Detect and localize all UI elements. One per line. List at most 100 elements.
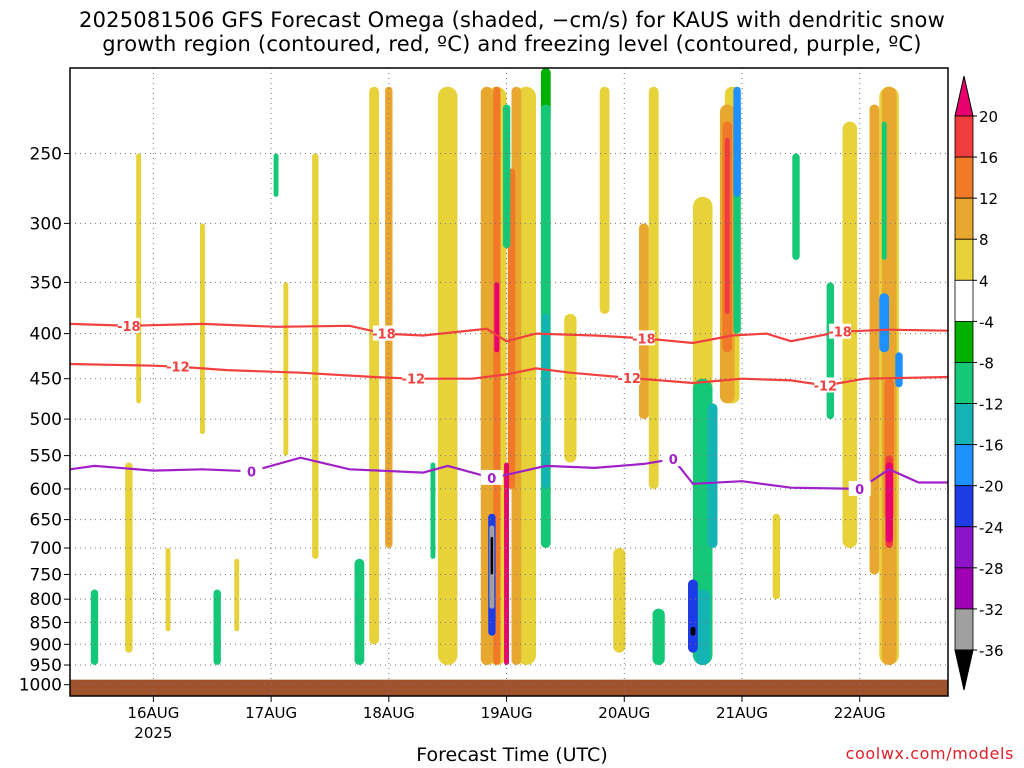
omega-shade--8-11 bbox=[826, 282, 834, 420]
colorbar-seg-6 bbox=[954, 362, 974, 404]
colorbar-label-5: -4 bbox=[979, 313, 994, 331]
omega-shade-16-0 bbox=[724, 137, 730, 314]
y-tick-label-850: 850 bbox=[30, 613, 62, 633]
chart-title-line2: growth region (contoured, red, ºC) and f… bbox=[102, 32, 922, 56]
omega-shade-4-12 bbox=[599, 86, 610, 314]
omega-shade-4-10 bbox=[516, 86, 536, 665]
contour-line--12 bbox=[70, 362, 948, 387]
omega-shade-4-3 bbox=[200, 223, 205, 435]
colorbar-seg-4 bbox=[954, 279, 974, 322]
omega-shade-4-14 bbox=[648, 86, 659, 489]
x-tick-label-22AUG: 22AUG bbox=[834, 704, 886, 722]
colorbar-label-12: -32 bbox=[979, 601, 1004, 619]
omega-shade--8-12 bbox=[881, 121, 887, 260]
omega-shade--8-1 bbox=[213, 589, 221, 665]
y-tick-label-600: 600 bbox=[30, 480, 62, 500]
omega-shade--16-2 bbox=[895, 352, 903, 388]
x-tick-label-18AUG: 18AUG bbox=[363, 704, 415, 722]
x-axis-label: Forecast Time (UTC) bbox=[416, 744, 608, 766]
omega-shade--8-10 bbox=[792, 153, 800, 260]
omega-shade-4-15 bbox=[692, 196, 713, 420]
x-tick-label-19AUG: 19AUG bbox=[481, 704, 533, 722]
contour-label--18-3: -18 bbox=[828, 326, 852, 341]
omega-shade-8-0 bbox=[385, 86, 393, 548]
omega-shade--8-2 bbox=[273, 153, 279, 197]
colorbar-seg-3 bbox=[954, 238, 974, 281]
plot-frame bbox=[69, 67, 949, 697]
omega-shade-12-1 bbox=[507, 168, 516, 489]
x-year-label: 2025 bbox=[134, 724, 172, 742]
contour-label--12-1: -12 bbox=[402, 373, 426, 388]
omega-shade--12-1 bbox=[695, 589, 711, 665]
omega-shade-20-3 bbox=[885, 462, 893, 543]
omega-shade--8-7 bbox=[652, 608, 665, 665]
y-tick-label-400: 400 bbox=[30, 325, 62, 345]
contour-label-0-1: 0 bbox=[487, 472, 496, 487]
omega-shade--8-4 bbox=[430, 462, 436, 559]
contour-line-0 bbox=[70, 456, 948, 491]
colorbar-bottom-cap bbox=[954, 649, 974, 691]
contour-label-0-2: 0 bbox=[669, 453, 678, 468]
colorbar-seg-11 bbox=[954, 567, 974, 610]
colorbar-seg-9 bbox=[954, 485, 974, 528]
omega-shade--36-0 bbox=[490, 536, 494, 575]
y-tick-label-650: 650 bbox=[30, 511, 62, 531]
y-tick-label-450: 450 bbox=[30, 370, 62, 390]
omega-shade-8-5 bbox=[869, 104, 880, 575]
omega-shade-8-3 bbox=[639, 223, 649, 420]
y-tick-label-250: 250 bbox=[30, 144, 62, 164]
colorbar-seg-8 bbox=[954, 444, 974, 487]
colorbar-label-11: -28 bbox=[979, 560, 1004, 578]
y-tick-label-750: 750 bbox=[30, 565, 62, 585]
omega-shade-4-2 bbox=[165, 548, 171, 632]
omega-shade--8-5 bbox=[502, 104, 511, 249]
colorbar-top-cap bbox=[954, 75, 974, 117]
colorbar-label-1: 16 bbox=[979, 149, 998, 167]
colorbar-label-7: -12 bbox=[979, 396, 1004, 414]
colorbar-label-0: 20 bbox=[979, 108, 998, 126]
omega-shade--8-3 bbox=[354, 558, 365, 665]
colorbar-label-4: 4 bbox=[979, 272, 989, 290]
colorbar-seg-10 bbox=[954, 526, 974, 569]
colorbar-label-10: -24 bbox=[979, 519, 1004, 537]
omega-shade-20-0 bbox=[494, 282, 500, 353]
x-tick-label-20AUG: 20AUG bbox=[598, 704, 650, 722]
omega-shade-4-13 bbox=[613, 548, 626, 653]
y-tick-label-1000: 1000 bbox=[19, 676, 62, 696]
colorbar-seg-0 bbox=[954, 115, 974, 158]
contour-label--12-0: -12 bbox=[166, 361, 190, 376]
x-tick-label-17AUG: 17AUG bbox=[245, 704, 297, 722]
contour-label--18-0: -18 bbox=[117, 320, 141, 335]
colorbar-label-13: -36 bbox=[979, 642, 1004, 660]
omega-shade-4-0 bbox=[125, 462, 133, 653]
colorbar-seg-7 bbox=[954, 403, 974, 446]
colorbar-seg-1 bbox=[954, 156, 974, 199]
contour-line--18 bbox=[70, 322, 948, 345]
y-tick-label-500: 500 bbox=[30, 410, 62, 430]
colorbar-label-6: -8 bbox=[979, 354, 994, 372]
y-tick-label-300: 300 bbox=[30, 214, 62, 234]
ground-layer bbox=[70, 679, 948, 696]
omega-shade-4-7 bbox=[369, 86, 379, 645]
omega-shade--20-1 bbox=[688, 579, 698, 653]
omega-shade--32-0 bbox=[690, 626, 696, 636]
y-tick-label-900: 900 bbox=[30, 635, 62, 655]
omega-shade--12-2 bbox=[707, 403, 718, 548]
chart-title-line1: 2025081506 GFS Forecast Omega (shaded, −… bbox=[79, 8, 945, 32]
y-tick-label-950: 950 bbox=[30, 656, 62, 676]
contour-label--18-1: -18 bbox=[372, 328, 396, 343]
omega-shade-4-4 bbox=[234, 558, 240, 632]
omega-shade--16-0 bbox=[733, 86, 741, 197]
plot-area: -18 -18 -18 -18 -12 -12 -12 -12 0 0 0 0 bbox=[70, 68, 948, 696]
omega-shade-4-17 bbox=[772, 513, 780, 600]
contour-label--12-3: -12 bbox=[814, 379, 838, 394]
x-tick-label-21AUG: 21AUG bbox=[716, 704, 768, 722]
colorbar-label-2: 12 bbox=[979, 190, 998, 208]
credit-link[interactable]: coolwx.com/models bbox=[845, 744, 1014, 763]
omega-shade--16-1 bbox=[879, 293, 890, 353]
omega-shade-4-8 bbox=[437, 86, 458, 665]
omega-shade-4-1 bbox=[136, 153, 142, 404]
x-tick-label-16AUG: 16AUG bbox=[127, 704, 179, 722]
omega-shade--8-0 bbox=[90, 589, 99, 665]
